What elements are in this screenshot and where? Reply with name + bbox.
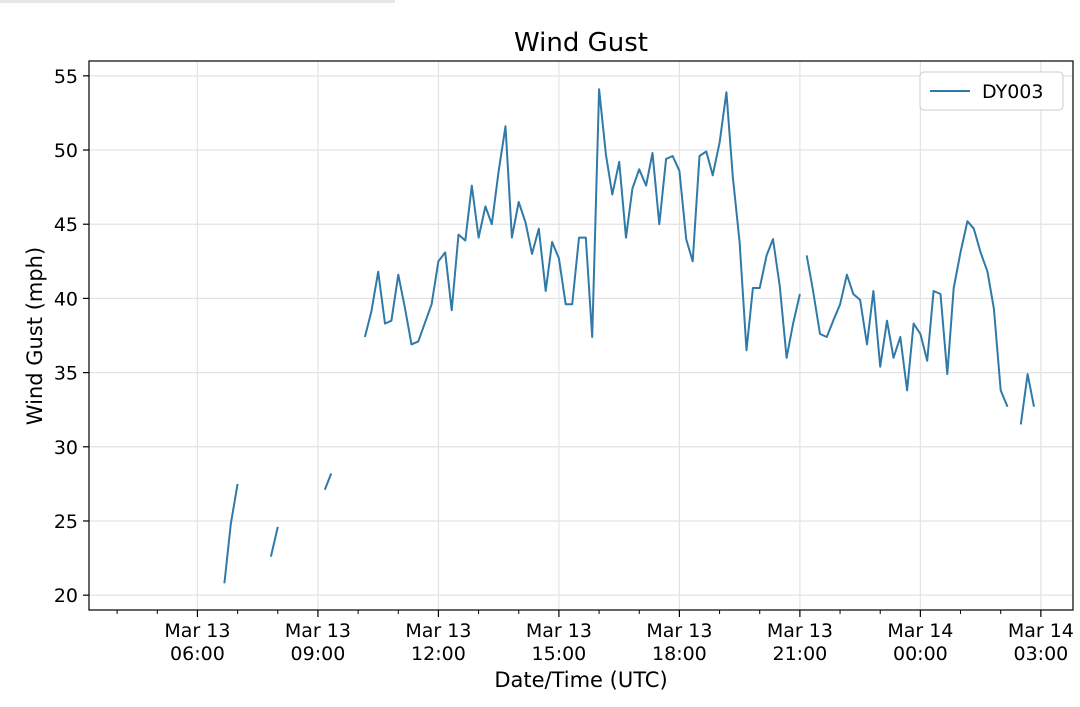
y-tick-label: 25: [54, 511, 78, 533]
legend-box: [919, 71, 1064, 111]
x-tick-label: Mar 13 12:00: [405, 620, 471, 665]
y-axis-label: Wind Gust (mph): [23, 247, 47, 425]
x-tick-label: Mar 14 00:00: [887, 620, 953, 665]
y-tick-label: 20: [54, 585, 78, 607]
series-line-segment: [1019, 373, 1035, 425]
y-tick-label: 35: [54, 363, 78, 385]
axes: 20 25 30 35 40 45 50 55 Mar 13 06:00 Mar 13 09:00 Ma…: [54, 60, 1074, 665]
x-tick-label: Mar 13 15:00: [526, 620, 592, 665]
x-tick-label: Mar 13 21:00: [767, 620, 833, 665]
y-tick-label: 30: [54, 437, 78, 459]
x-tick-label: Mar 14 03:00: [1008, 620, 1074, 665]
x-tick-label: Mar 13 09:00: [285, 620, 351, 665]
y-tick-label: 55: [54, 66, 78, 88]
legend: DY003: [919, 71, 1064, 111]
series-line-segment: [805, 220, 1009, 408]
legend-label: DY003: [982, 81, 1043, 103]
series-line-segment: [269, 526, 279, 557]
y-tick-label: 50: [54, 140, 78, 162]
top-edge-bar: [0, 0, 395, 3]
chart-title: Wind Gust: [514, 28, 648, 58]
plot-frame: [88, 60, 1074, 611]
x-tick-label: Mar 13 06:00: [164, 620, 230, 665]
grid-lines: [89, 61, 1073, 610]
series-line-segment: [363, 88, 801, 359]
x-tick-label: Mar 13 18:00: [646, 620, 712, 665]
series-line-segment: [223, 483, 239, 584]
y-tick-label: 40: [54, 288, 78, 310]
x-axis-label: Date/Time (UTC): [494, 668, 667, 692]
y-tick-label: 45: [54, 214, 78, 236]
series-layer: [223, 88, 1035, 584]
series-line-segment: [323, 473, 333, 491]
